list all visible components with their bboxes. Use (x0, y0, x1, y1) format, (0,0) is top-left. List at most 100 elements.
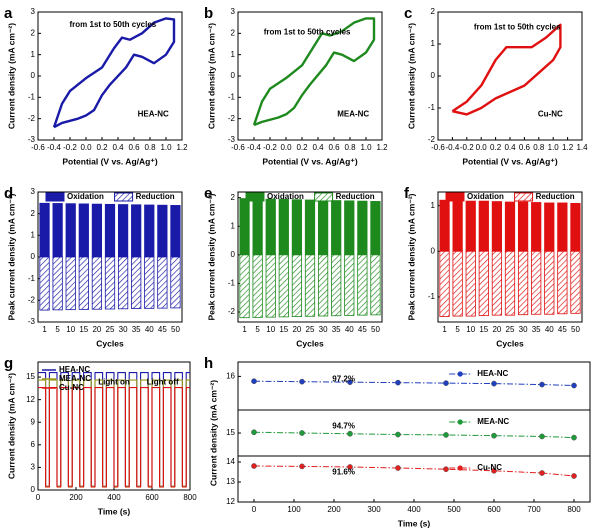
x-axis-label: Potential (V vs. Ag/Ag⁺) (462, 156, 557, 166)
bar (170, 256, 181, 309)
y-axis-label: Peak current density (mA cm⁻²) (206, 193, 216, 320)
legend-label: Oxidation (267, 192, 304, 201)
bar (570, 250, 581, 314)
y-tick-label: 3 (231, 7, 236, 16)
x-tick-label: 200 (69, 493, 83, 502)
y-tick-label: 15 (26, 372, 35, 381)
x-tick-label: 1.0 (548, 143, 560, 152)
x-tick-label: 1.2 (176, 143, 188, 152)
legend-label: HEA-NC (59, 365, 90, 374)
y-tick-label: 2 (231, 28, 236, 37)
legend-label: HEA-NC (477, 369, 508, 378)
bar (91, 203, 103, 258)
bar (544, 202, 555, 252)
x-tick-label: 20 (492, 325, 501, 334)
y-tick-label: 0 (31, 485, 36, 494)
y-tick-label: 1 (431, 39, 436, 48)
legend-label: Oxidation (67, 192, 104, 201)
bar (317, 254, 329, 317)
bar (252, 254, 263, 318)
point (299, 430, 305, 436)
panel-label: g (4, 355, 13, 372)
legend-label: Reduction (336, 192, 375, 201)
panel-label: e (204, 185, 212, 202)
x-tick-label: 45 (358, 325, 367, 334)
y-tick-label: 0 (31, 252, 36, 261)
bar (239, 198, 250, 256)
x-tick-label: 1 (42, 325, 47, 334)
x-tick-label: 5 (255, 325, 260, 334)
bar (104, 203, 116, 258)
x-tick-label: 50 (571, 325, 580, 334)
y-tick-label: -1 (228, 279, 236, 288)
x-tick-label: 10 (466, 325, 475, 334)
point (571, 434, 577, 441)
bar (478, 200, 489, 252)
x-tick-label: 0.2 (296, 143, 308, 152)
y-axis-label: Peak current density (mA cm⁻²) (406, 193, 416, 320)
bar (131, 204, 142, 258)
x-tick-label: 30 (519, 325, 528, 334)
x-tick-label: 0.6 (328, 143, 340, 152)
y-tick-label: 3 (31, 187, 36, 196)
y-tick-label: 0 (31, 71, 36, 80)
point (347, 430, 353, 437)
point (251, 463, 257, 469)
bar (557, 202, 568, 252)
annotation: Light off (147, 378, 179, 387)
y-tick-label: -2 (428, 135, 436, 144)
annotation: from 1st to 50th cycles (70, 20, 157, 29)
x-tick-label: -0.4 (47, 143, 61, 152)
bar (52, 203, 63, 258)
y-tick-label: 2 (31, 28, 36, 37)
bar (557, 250, 568, 315)
bar (291, 254, 303, 317)
x-axis-label: Cycles (96, 338, 124, 348)
x-tick-label: 1.2 (562, 143, 574, 152)
annotation: Cu-NC (538, 110, 563, 119)
point (395, 431, 401, 438)
x-tick-label: 0 (252, 505, 257, 514)
bar (291, 199, 303, 256)
bar (39, 202, 50, 258)
y-tick-label: 1 (431, 201, 436, 210)
bar (144, 204, 155, 258)
bar (317, 199, 329, 256)
series-line (253, 465, 575, 477)
x-tick-label: -0.6 (431, 143, 445, 152)
x-tick-label: 200 (327, 505, 341, 514)
annotation: from 1st to 50th cycles (264, 28, 351, 37)
x-tick-label: 0.4 (504, 143, 516, 152)
y-tick-label: -1 (28, 274, 36, 283)
y-tick-label: 12 (226, 497, 235, 506)
y-tick-label: -1 (228, 92, 236, 101)
panel-label: h (204, 355, 213, 372)
y-tick-label: 2 (231, 193, 236, 202)
bar (531, 202, 542, 252)
bar (157, 256, 168, 309)
point (491, 432, 497, 439)
x-tick-label: -0.2 (63, 143, 77, 152)
y-tick-label: -1 (428, 292, 436, 301)
y-tick-label: 15 (226, 428, 235, 437)
x-tick-label: -0.4 (446, 143, 460, 152)
x-axis-label: Time (s) (398, 518, 431, 528)
x-tick-label: 0 (36, 493, 41, 502)
x-tick-label: 600 (487, 505, 501, 514)
y-tick-label: 6 (31, 440, 36, 449)
x-tick-label: 40 (345, 325, 354, 334)
panel: 0 3 6 9 12 15 0 200 400 600 800 Time (s) Current den… (4, 355, 197, 516)
bar (157, 204, 168, 258)
legend-marker (457, 465, 463, 471)
point (571, 473, 577, 479)
bar (144, 256, 155, 309)
y-tick-label: -2 (228, 307, 236, 316)
x-tick-label: 20 (292, 325, 301, 334)
panel: 12 13 14 0 100 200 300 400 500 600 700 800 Time (s) 9… (226, 455, 591, 528)
y-tick-label: 1 (231, 221, 236, 230)
legend-label: Oxidation (467, 192, 504, 201)
bar (91, 256, 103, 310)
